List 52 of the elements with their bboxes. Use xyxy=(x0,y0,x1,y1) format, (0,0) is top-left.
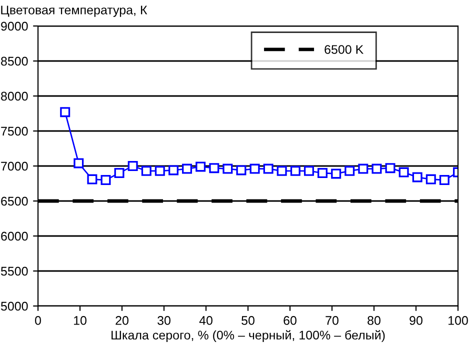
point xyxy=(290,166,300,176)
x-tick-label: 0 xyxy=(35,316,41,325)
point xyxy=(100,175,111,185)
x-tick-label: 10 xyxy=(74,316,86,325)
point xyxy=(128,161,138,171)
point xyxy=(331,168,342,179)
x-tick-label: 80 xyxy=(368,316,380,325)
point xyxy=(318,168,328,178)
point xyxy=(87,174,98,184)
y-tick-label: 6500 xyxy=(1,196,28,206)
y-tick-label: 7500 xyxy=(1,126,28,136)
y-axis-title: Цветовая температура, К xyxy=(1,6,148,17)
point xyxy=(426,174,436,184)
point xyxy=(276,166,287,176)
point xyxy=(385,163,396,174)
x-axis-title: Шкала серого, % (0% – черный, 100% – белый) xyxy=(112,330,385,342)
point xyxy=(304,166,314,176)
point xyxy=(182,164,192,174)
point xyxy=(372,164,382,174)
point xyxy=(236,165,246,176)
point xyxy=(250,164,260,174)
point xyxy=(154,166,165,176)
x-tick-label: 20 xyxy=(116,316,128,325)
x-tick-label: 60 xyxy=(284,316,296,325)
y-tick-label: 6000 xyxy=(1,232,28,241)
y-tick-label: 5500 xyxy=(0,266,28,276)
point xyxy=(209,163,220,174)
x-tick-label: 40 xyxy=(199,316,212,325)
point xyxy=(344,166,355,176)
point xyxy=(74,158,84,168)
point xyxy=(60,107,70,118)
point xyxy=(141,166,152,176)
x-tick-label: 70 xyxy=(326,316,338,325)
point xyxy=(412,172,422,182)
point xyxy=(168,165,178,176)
point xyxy=(263,164,274,174)
legend-label: 6500 K xyxy=(324,45,364,54)
point xyxy=(398,167,409,178)
x-tick-label: 30 xyxy=(158,316,170,325)
y-tick-label: 8500 xyxy=(1,56,28,66)
x-tick-label: 50 xyxy=(242,316,254,325)
y-tick-label: 7000 xyxy=(1,162,28,171)
y-tick-label: 5000 xyxy=(0,302,28,311)
point xyxy=(196,162,206,172)
point xyxy=(114,168,124,178)
point xyxy=(358,164,368,174)
point xyxy=(439,175,450,185)
x-tick-label: 90 xyxy=(410,316,422,325)
y-tick-label: 8000 xyxy=(1,92,28,101)
x-tick-label: 100 xyxy=(448,316,468,325)
point xyxy=(222,164,233,174)
y-tick-label: 9000 xyxy=(1,22,28,31)
